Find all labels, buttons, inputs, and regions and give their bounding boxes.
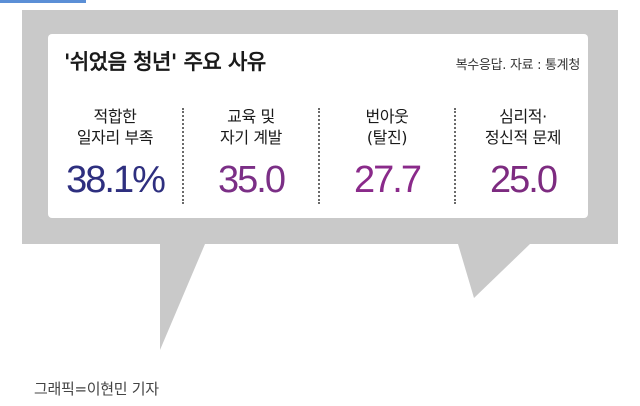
reason-label-1-line-1: 적합한: [93, 107, 137, 126]
column-divider-3: [454, 108, 456, 204]
reason-label-2-line-2: 자기 계발: [220, 128, 282, 147]
chart-panel: '쉬었음 청년' 주요 사유 복수응답. 자료 : 통계청 적합한 일자리 부족…: [48, 34, 588, 218]
reason-label-2-line-1: 교육 및: [227, 107, 275, 126]
reason-label-3: 번아웃 (탈진): [320, 106, 454, 150]
reason-column-1: 적합한 일자리 부족 38.1%: [48, 106, 182, 216]
reason-value-1: 38.1%: [66, 159, 166, 201]
reason-label-4: 심리적· 정신적 문제: [456, 106, 590, 150]
reason-columns: 적합한 일자리 부족 38.1% 교육 및 자기 계발 35.0 번아웃 (탈진…: [48, 106, 588, 216]
source-note: 복수응답. 자료 : 통계청: [455, 58, 581, 73]
reason-label-2: 교육 및 자기 계발: [184, 106, 318, 150]
reason-label-4-line-1: 심리적·: [499, 107, 547, 126]
reason-label-3-line-2: (탈진): [366, 128, 408, 147]
chart-title: '쉬었음 청년' 주요 사유: [64, 50, 266, 74]
column-divider-1: [182, 108, 184, 204]
reason-label-3-line-1: 번아웃: [365, 107, 409, 126]
reason-label-4-line-2: 정신적 문제: [484, 128, 562, 147]
reason-value-3: 27.7: [354, 159, 422, 201]
reason-column-3: 번아웃 (탈진) 27.7: [320, 106, 454, 216]
column-divider-2: [318, 108, 320, 204]
reason-label-1-line-2: 일자리 부족: [76, 128, 154, 147]
reason-column-2: 교육 및 자기 계발 35.0: [184, 106, 318, 216]
reason-value-4: 25.0: [490, 159, 558, 201]
reason-column-4: 심리적· 정신적 문제 25.0: [456, 106, 590, 216]
top-accent-strip: [0, 0, 86, 3]
graphic-credit: 그래픽=이현민 기자: [34, 380, 159, 398]
reason-label-1: 적합한 일자리 부족: [48, 106, 182, 150]
reason-value-2: 35.0: [218, 159, 286, 201]
